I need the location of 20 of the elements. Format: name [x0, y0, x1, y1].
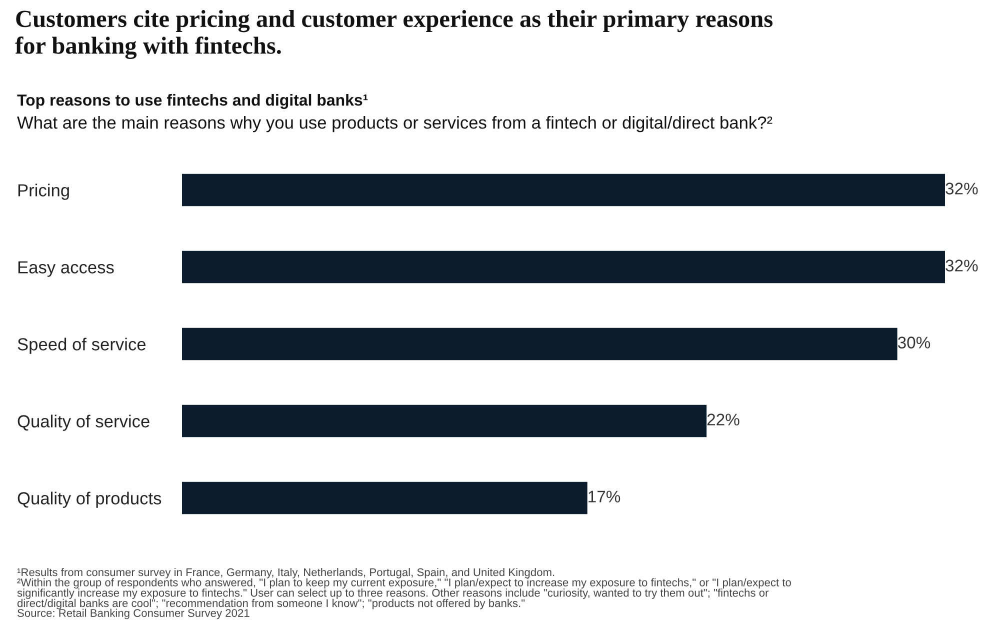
y-tick-label: Quality of service — [18, 414, 150, 431]
bar — [182, 174, 945, 206]
chart-subtitle: Top reasons to use fintechs and digital banks¹ What are the main reasons why you use products or services from a fintech or digital/direct bank?² — [17, 94, 772, 132]
bar — [182, 250, 945, 284]
data-label: 22% — [707, 414, 740, 426]
data-label: 17% — [588, 490, 620, 502]
data-label: 32% — [946, 182, 978, 194]
text: ¹Results from consumer survey in France, Germany, Italy, Netherlands, Portugal, Spain, and United Kingdom. — [17, 568, 554, 578]
bar — [182, 328, 898, 360]
y-tick-label: Easy access — [18, 261, 114, 277]
text: ²Within the group of respondents who answered, "I plan to keep my current exposure," "I plan/expect to increase my exposure to fintechs," or "I plan/expect to significantly increase my exposure to fintechs." User can select up to three reasons. Other reasons include "curiosity, wanted to try them out"; "fintechs or direct/digital banks are cool"; "recommendation from someone I know"; "products not offered by banks." — [17, 578, 791, 610]
source-note: Source: Retail Banking Consumer Survey 2021 — [18, 608, 250, 620]
bar — [182, 482, 588, 514]
y-tick-label: Speed of service — [18, 338, 146, 354]
y-tick-label: Pricing — [18, 184, 69, 200]
bar — [182, 404, 707, 438]
y-tick-label: Quality of products — [18, 492, 162, 508]
data-label: 30% — [898, 336, 930, 348]
data-label: 32% — [946, 260, 978, 272]
chart-title: Customers cite pricing and customer experience as their primary reasons for banking with fintechs. — [15, 10, 773, 59]
